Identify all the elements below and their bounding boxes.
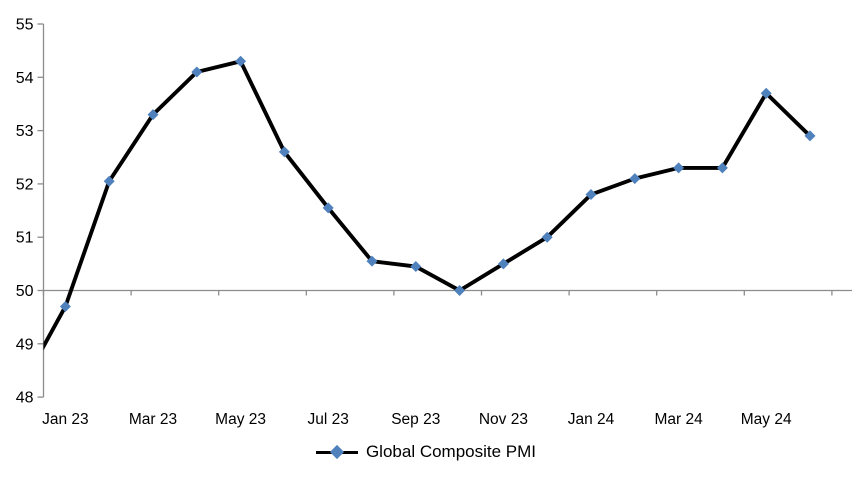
y-axis-label: 51 xyxy=(16,230,34,247)
y-axis-label: 53 xyxy=(16,123,34,140)
legend-label: Global Composite PMI xyxy=(365,442,537,461)
data-point-marker xyxy=(760,87,772,99)
x-axis-label: Mar 23 xyxy=(129,411,177,428)
y-axis-label: 54 xyxy=(16,70,34,87)
data-point-marker xyxy=(322,202,334,214)
series-group xyxy=(43,55,816,351)
data-point-marker xyxy=(585,189,597,201)
x-axis-label: Jul 23 xyxy=(308,411,349,428)
data-point-marker xyxy=(410,261,422,273)
y-axis-label: 49 xyxy=(16,336,34,353)
y-axis-label: 50 xyxy=(16,283,34,300)
x-axis-label: Jan 24 xyxy=(568,411,615,428)
data-point-marker xyxy=(673,162,685,174)
x-axis-label: Jan 23 xyxy=(42,411,89,428)
data-point-marker xyxy=(366,255,378,267)
data-point-marker xyxy=(454,285,466,296)
legend-line-marker-icon xyxy=(315,444,358,460)
legend: Global Composite PMI xyxy=(0,438,852,466)
data-point-marker xyxy=(59,300,71,312)
x-axis-label: Mar 24 xyxy=(654,411,703,428)
data-point-marker xyxy=(497,258,509,270)
data-point-marker xyxy=(235,55,247,67)
data-point-marker xyxy=(103,175,115,187)
pmi-series-line xyxy=(43,59,812,351)
data-point-marker xyxy=(804,130,816,142)
x-axis-label: Nov 23 xyxy=(479,411,528,428)
data-point-marker xyxy=(147,109,159,121)
data-point-marker xyxy=(716,162,728,174)
data-point-marker xyxy=(629,173,641,185)
y-axis-label: 52 xyxy=(16,176,34,193)
legend-diamond-icon xyxy=(329,444,345,460)
x-axis-label: May 24 xyxy=(741,411,792,428)
data-point-marker xyxy=(278,146,290,158)
y-axis-label: 55 xyxy=(16,17,34,34)
data-point-marker xyxy=(191,66,203,78)
y-axis-label: 48 xyxy=(16,390,34,407)
pmi-line-chart: 48 49 50 51 52 53 54 55 Jan 23 Mar 23 May 23 Jul 23… xyxy=(16,17,852,428)
data-point-marker xyxy=(541,231,553,243)
x-axis-label: Sep 23 xyxy=(391,411,440,428)
x-axis-label: May 23 xyxy=(215,411,266,428)
